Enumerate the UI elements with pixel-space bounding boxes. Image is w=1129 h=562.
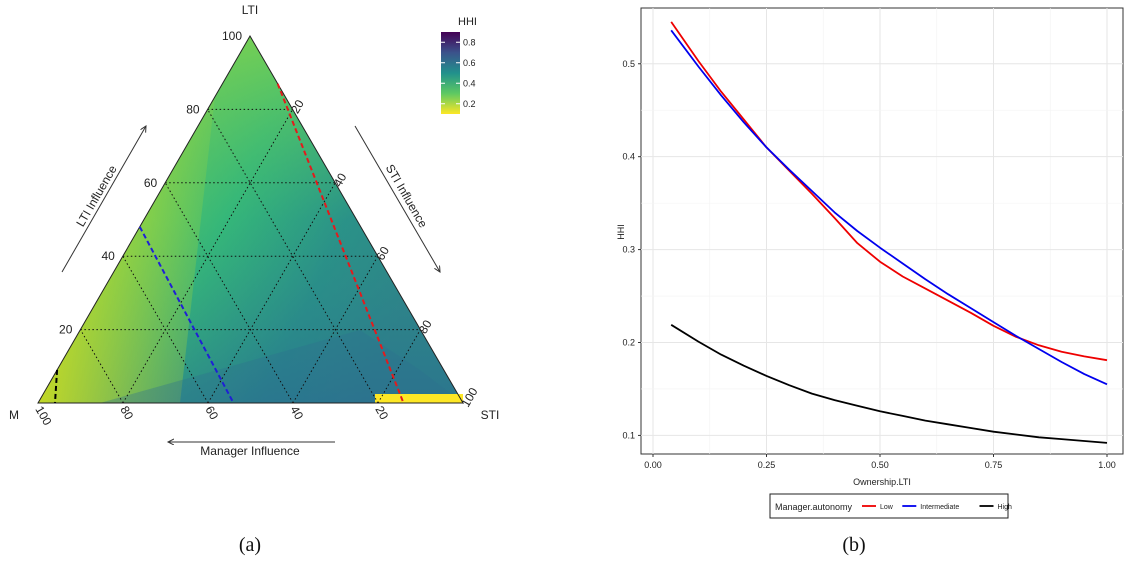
- vertex-label-lti: LTI: [242, 3, 258, 17]
- tick-sti-100: 100: [458, 385, 480, 410]
- tick-m-20: 20: [372, 404, 391, 423]
- vertex-label-sti: STI: [481, 408, 500, 422]
- y-tick-label: 0.1: [622, 430, 635, 440]
- vertex-label-m: M: [9, 408, 19, 422]
- lti-influence-arrow: [61, 126, 146, 273]
- tick-lti-40: 40: [101, 249, 115, 263]
- caption-b: (b): [842, 534, 865, 556]
- grid-line-sti-20: [122, 109, 294, 404]
- ternary-tick-labels: 20 40 60 80 100 20 40 60 80 100 20 40 60 80 100: [32, 29, 480, 428]
- ternary-reference-lines: [54, 83, 405, 404]
- legend-box: [769, 493, 1009, 519]
- colorbar-tick-label: 0.4: [463, 78, 476, 88]
- tick-lti-80: 80: [186, 102, 200, 116]
- colorbar-tick-label: 0.8: [463, 37, 476, 47]
- line-chart-panel: 0.00 0.25 0.50 0.75 1.00 0.1 0.2 0.3 0.4 0.5 Owne…: [616, 7, 1124, 556]
- series-line-low: [670, 21, 1108, 362]
- sti-influence-label: STI Influence: [383, 162, 431, 231]
- colorbar-tick-label: 0.2: [463, 99, 476, 109]
- tick-lti-60: 60: [144, 176, 158, 190]
- tick-lti-20: 20: [59, 323, 73, 337]
- low-lti-region: [100, 330, 463, 403]
- x-axis-label: Ownership.LTI: [853, 477, 911, 487]
- reference-line-red: [276, 83, 405, 404]
- sti-influence-arrow: [354, 125, 440, 272]
- manager-influence-label: Manager Influence: [200, 444, 300, 458]
- line-chart-tick-labels: 0.00 0.25 0.50 0.75 1.00 0.1 0.2 0.3 0.4 0.5: [622, 59, 1115, 470]
- grid-line-m-20: [207, 109, 379, 404]
- line-chart-series: [670, 21, 1108, 444]
- legend-title: Manager.autonomy: [775, 502, 853, 512]
- tick-m-60: 60: [202, 404, 221, 423]
- colorbar-tick-label: 0.6: [463, 58, 476, 68]
- caption-a: (a): [239, 534, 261, 556]
- plot-area: [640, 7, 1124, 455]
- legend-label-intermediate: Intermediate: [920, 504, 959, 511]
- x-tick-label: 0.75: [985, 460, 1003, 470]
- y-axis-label: HHI: [616, 224, 626, 240]
- tick-m-40: 40: [287, 404, 306, 423]
- tick-sti-60: 60: [373, 244, 392, 263]
- tick-m-100: 100: [32, 404, 54, 429]
- line-chart-grid: [641, 8, 1123, 454]
- colorbar-title: HHI: [458, 16, 477, 28]
- series-line-intermediate: [670, 29, 1108, 386]
- y-tick-label: 0.2: [622, 338, 635, 348]
- y-tick-label: 0.5: [622, 59, 635, 69]
- legend-label-high: High: [998, 504, 1013, 511]
- grid-line-sti-60: [292, 255, 379, 404]
- reference-line-black: [54, 369, 59, 404]
- tick-lti-100: 100: [222, 29, 242, 43]
- tick-sti-40: 40: [331, 170, 350, 189]
- legend-entries: Low Intermediate High: [862, 504, 1012, 511]
- x-tick-label: 0.25: [758, 460, 776, 470]
- lti-influence-label: LTI Influence: [73, 163, 120, 230]
- y-tick-label: 0.4: [622, 152, 635, 162]
- x-tick-label: 1.00: [1098, 460, 1116, 470]
- reference-line-blue: [138, 226, 235, 404]
- tick-sti-20: 20: [288, 97, 307, 116]
- x-tick-label: 0.50: [871, 460, 889, 470]
- ternary-border: [37, 35, 464, 404]
- tick-sti-80: 80: [416, 317, 435, 336]
- y-tick-label: 0.3: [622, 245, 635, 255]
- legend-label-low: Low: [880, 504, 894, 511]
- grid-line-m-40: [164, 182, 294, 404]
- ternary-grid: [79, 108, 421, 404]
- colorbar: [441, 32, 460, 114]
- x-tick-label: 0.00: [644, 460, 662, 470]
- colorbar-ticks: 0.8 0.6 0.4 0.2: [441, 37, 476, 109]
- grid-line-m-60: [122, 255, 209, 404]
- sti-corner-band: [375, 394, 463, 403]
- series-line-high: [670, 324, 1108, 444]
- tick-m-80: 80: [117, 404, 136, 423]
